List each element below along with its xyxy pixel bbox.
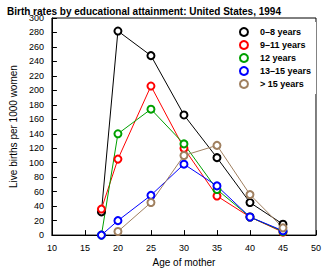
svg-text:40: 40 [245,243,255,253]
svg-text:260: 260 [29,42,44,52]
svg-text:300: 300 [28,13,44,23]
svg-text:> 15 years: > 15 years [260,79,304,89]
svg-text:280: 280 [29,27,44,37]
svg-text:200: 200 [29,85,44,95]
svg-text:220: 220 [29,71,44,81]
svg-text:9–11 years: 9–11 years [260,40,306,50]
svg-text:180: 180 [29,100,44,110]
svg-text:35: 35 [212,243,222,253]
svg-text:20: 20 [113,243,123,253]
svg-text:10: 10 [47,243,57,253]
svg-text:15: 15 [80,243,90,253]
svg-text:0–8 years: 0–8 years [260,27,301,37]
svg-text:25: 25 [146,243,156,253]
svg-text:0: 0 [39,230,44,240]
svg-text:240: 240 [29,56,44,66]
svg-text:140: 140 [29,129,44,139]
svg-text:Birth rates by educational att: Birth rates by educational attainment: U… [7,6,281,17]
svg-text:20: 20 [34,216,44,226]
svg-text:Live births per 1000 women: Live births per 1000 women [8,65,19,188]
svg-text:45: 45 [278,243,288,253]
svg-text:60: 60 [34,187,44,197]
svg-text:80: 80 [34,172,44,182]
svg-text:30: 30 [179,243,189,253]
svg-text:Age of mother: Age of mother [153,257,216,268]
svg-text:13–15 years: 13–15 years [260,66,311,76]
svg-text:120: 120 [29,143,44,153]
svg-text:100: 100 [29,158,44,168]
svg-text:12 years: 12 years [260,53,296,63]
svg-text:40: 40 [34,201,44,211]
svg-text:50: 50 [311,243,321,253]
svg-text:160: 160 [29,114,44,124]
